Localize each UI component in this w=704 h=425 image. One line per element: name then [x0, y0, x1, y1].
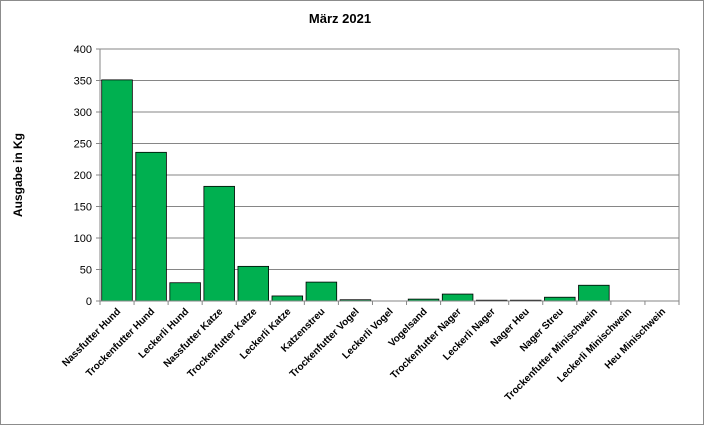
bar-7	[305, 281, 338, 302]
y-tick-label: 350	[74, 76, 92, 88]
bar-4	[203, 185, 235, 302]
chart-title: März 2021	[309, 11, 371, 26]
y-axis-label: Ausgabe in Kg	[11, 133, 25, 217]
x-tick-label: Nassfutter Hund	[60, 306, 123, 369]
y-tick-label: 150	[74, 202, 92, 214]
bar-2	[135, 151, 167, 302]
y-tick-label: 300	[74, 107, 92, 119]
bar-11	[441, 293, 474, 302]
x-tick-label: Nassfutter Katze	[162, 306, 226, 370]
bar-5	[237, 265, 269, 302]
x-tick-label: Heu Minischwein	[603, 306, 668, 371]
y-tick-label: 200	[74, 170, 92, 182]
y-tick-label: 100	[74, 233, 92, 245]
y-tick-label: 400	[74, 44, 92, 56]
y-tick-label: 50	[80, 265, 92, 277]
bar-3	[169, 282, 201, 302]
y-tick-label: 0	[86, 296, 92, 308]
bar-1	[101, 79, 133, 302]
y-tick-label: 250	[74, 139, 92, 151]
bar-15	[578, 284, 610, 302]
bar-14	[544, 296, 576, 302]
bar-6	[271, 295, 304, 302]
